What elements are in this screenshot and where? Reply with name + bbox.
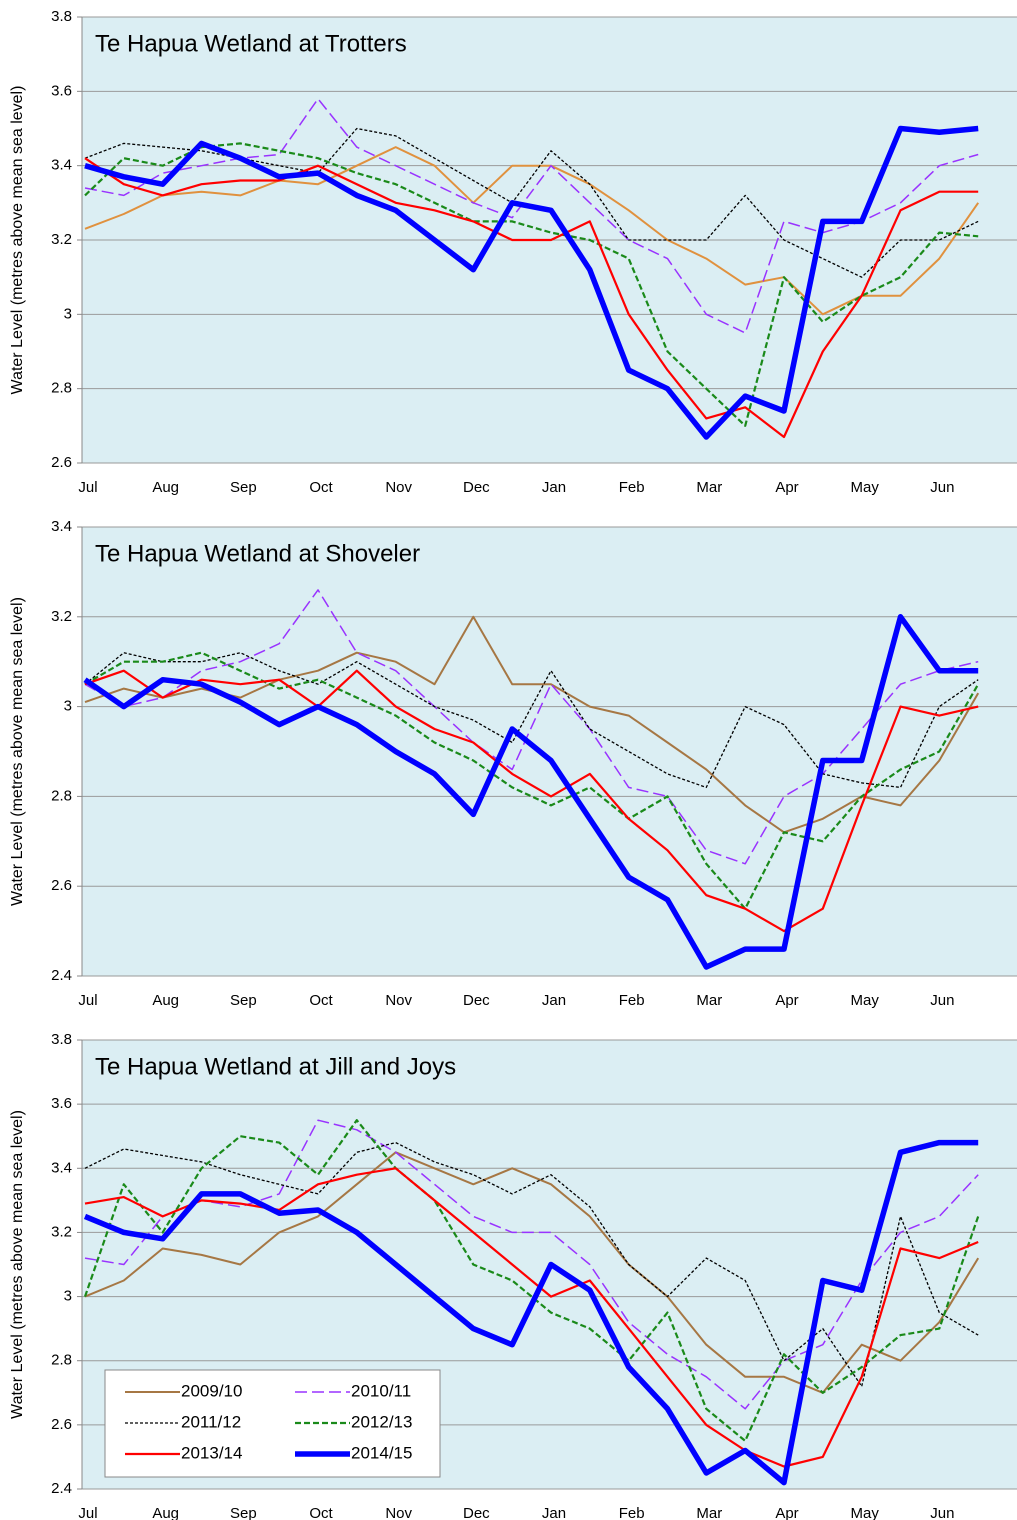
y-tick-label: 3 <box>64 698 72 715</box>
y-tick-label: 2.8 <box>51 380 72 397</box>
series-line <box>84 669 979 933</box>
x-tick-label: Jan <box>542 1505 566 1520</box>
legend-label: 2012/13 <box>351 1412 412 1431</box>
y-tick-label: 2.6 <box>51 877 72 894</box>
x-tick-label: Nov <box>385 992 412 1009</box>
x-tick-label: Apr <box>775 479 798 496</box>
x-tick-label: Nov <box>385 479 412 496</box>
series-line <box>83 1139 979 1486</box>
x-tick-label: Jun <box>930 479 954 496</box>
x-tick-label: Oct <box>309 479 333 496</box>
series-line <box>84 589 979 865</box>
chart-title: Te Hapua Wetland at Shoveler <box>95 540 420 567</box>
y-tick-label: 3.2 <box>51 1223 72 1240</box>
y-tick-label: 3.2 <box>51 608 72 625</box>
lines <box>83 589 980 970</box>
series-line <box>84 125 979 440</box>
y-tick-label: 3 <box>64 1288 72 1305</box>
x-tick-label: Feb <box>619 479 645 496</box>
lines <box>84 98 980 440</box>
series-line <box>84 98 979 334</box>
lines <box>83 1119 980 1486</box>
series-line <box>84 1119 979 1410</box>
y-tick-label: 3 <box>64 305 72 322</box>
chart-title: Te Hapua Wetland at Trotters <box>95 30 407 57</box>
x-tick-label: May <box>850 992 879 1009</box>
y-tick-label: 3.6 <box>51 82 72 99</box>
y-tick-label: 3.4 <box>51 518 72 535</box>
x-tick-label: May <box>850 1505 879 1520</box>
y-tick-label: 2.8 <box>51 787 72 804</box>
x-tick-label: Mar <box>696 992 722 1009</box>
y-tick-label: 2.8 <box>51 1352 72 1369</box>
x-tick-label: Jul <box>78 992 97 1009</box>
y-tick-label: 3.8 <box>51 1031 72 1048</box>
x-tick-label: Jan <box>542 992 566 1009</box>
series-line <box>84 1167 979 1468</box>
x-tick-label: Aug <box>152 1505 179 1520</box>
legend-label: 2009/10 <box>181 1381 242 1400</box>
y-tick-label: 2.4 <box>51 1480 72 1497</box>
y-axis-title: Water Level (metres above mean sea level… <box>9 1110 26 1419</box>
x-tick-label: Feb <box>619 992 645 1009</box>
y-tick-label: 3.2 <box>51 231 72 248</box>
x-tick-label: Dec <box>463 1505 490 1520</box>
y-tick-label: 2.6 <box>51 454 72 471</box>
series-line <box>84 142 979 427</box>
x-tick-label: Dec <box>463 479 490 496</box>
x-tick-label: Aug <box>152 479 179 496</box>
y-axis-title: Water Level (metres above mean sea level… <box>9 597 26 906</box>
x-tick-label: Mar <box>696 1505 722 1520</box>
legend-label: 2014/15 <box>351 1443 412 1462</box>
legend: 2009/10 2010/11 2011/12 2012/13 2013/14 2014/… <box>104 1369 441 1478</box>
x-tick-label: Dec <box>463 992 490 1009</box>
series-line <box>84 1141 979 1388</box>
x-tick-label: Aug <box>152 992 179 1009</box>
series-line <box>84 1151 980 1394</box>
x-tick-label: Jul <box>78 1505 97 1520</box>
y-tick-label: 3.6 <box>51 1095 72 1112</box>
y-tick-label: 3.4 <box>51 157 72 174</box>
x-tick-label: May <box>850 479 879 496</box>
x-tick-label: Jan <box>542 479 566 496</box>
panel: 2.4 2.6 2.8 3 3.2 3.4 Jul Aug Sep Oct Nov Dec Jan Feb… <box>9 518 1017 1009</box>
x-tick-label: Jun <box>930 1505 954 1520</box>
x-tick-label: Sep <box>230 992 257 1009</box>
plot-area <box>82 527 1017 976</box>
series-line <box>84 157 979 439</box>
legend-label: 2011/12 <box>181 1412 241 1431</box>
y-tick-label: 3.4 <box>51 1159 72 1176</box>
x-tick-label: Jul <box>78 479 97 496</box>
series-line <box>83 614 979 970</box>
x-tick-label: Apr <box>775 992 798 1009</box>
y-tick-label: 2.4 <box>51 967 72 984</box>
series-line <box>84 652 979 789</box>
legend-label: 2010/11 <box>351 1381 411 1400</box>
panel: 2.6 2.8 3 3.2 3.4 3.6 3.8 Jul Aug Sep Oct Nov Dec Jan… <box>9 8 1017 496</box>
x-tick-label: Nov <box>385 1505 412 1520</box>
x-tick-label: Jun <box>930 992 954 1009</box>
x-tick-label: Feb <box>619 1505 645 1520</box>
y-axis-title: Water Level (metres above mean sea level… <box>9 86 26 395</box>
x-tick-label: Mar <box>696 479 722 496</box>
x-tick-label: Apr <box>775 1505 798 1520</box>
chart-title: Te Hapua Wetland at Jill and Joys <box>95 1053 456 1080</box>
x-tick-label: Oct <box>309 1505 333 1520</box>
panel: 2.4 2.6 2.8 3 3.2 3.4 3.6 3.8 Jul Aug Sep Oct Nov Dec… <box>9 1031 1017 1520</box>
x-tick-label: Oct <box>309 992 333 1009</box>
y-tick-label: 2.6 <box>51 1416 72 1433</box>
x-tick-label: Sep <box>230 1505 257 1520</box>
series-line <box>83 1119 980 1442</box>
x-tick-label: Sep <box>230 479 257 496</box>
legend-label: 2013/14 <box>181 1443 242 1462</box>
y-tick-label: 3.8 <box>51 8 72 25</box>
series-line <box>84 146 980 316</box>
